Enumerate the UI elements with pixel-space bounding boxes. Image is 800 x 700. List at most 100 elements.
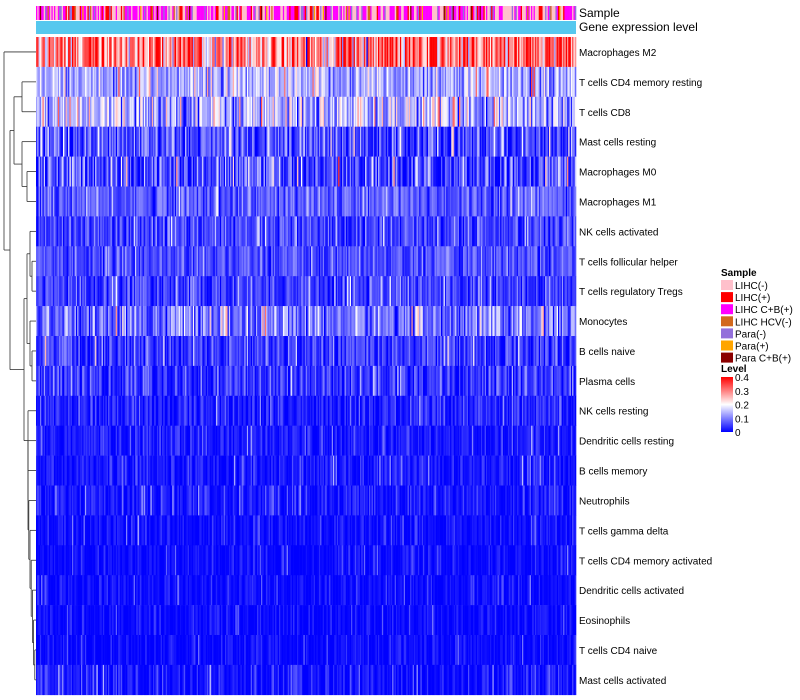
heatmap-cell [250, 186, 253, 217]
sample-cell [104, 6, 106, 20]
heatmap-cell [232, 186, 235, 217]
heatmap-cell [86, 66, 88, 98]
sample-cell [510, 6, 513, 20]
heatmap-cell [378, 66, 380, 98]
heatmap-cell [234, 156, 236, 187]
heatmap-cell [47, 126, 50, 157]
heatmap-cell [192, 186, 195, 217]
heatmap-cell [397, 66, 399, 98]
heatmap-cell [482, 66, 484, 98]
heatmap-cell [279, 126, 281, 157]
heatmap-cell [498, 66, 501, 98]
heatmap-cell [258, 156, 261, 187]
heatmap-cell [570, 37, 573, 68]
heatmap-cell [79, 37, 82, 68]
heatmap-cell [227, 96, 230, 127]
heatmap-cell [70, 186, 73, 217]
heatmap-cell [565, 37, 568, 68]
heatmap-cell [560, 156, 563, 187]
sample-cell [318, 6, 321, 20]
heatmap-cell [329, 156, 331, 187]
heatmap-cell [61, 186, 64, 217]
heatmap-cell [488, 126, 491, 157]
heatmap-cell [437, 66, 439, 98]
sample-cell [365, 6, 367, 20]
heatmap-cell [394, 66, 397, 98]
heatmap-cell [209, 37, 212, 68]
heatmap-cell [101, 66, 104, 98]
sample-cell [52, 6, 55, 20]
heatmap-cell [111, 156, 114, 187]
heatmap-cell [255, 126, 258, 157]
sample-cell [316, 6, 318, 20]
heatmap-cell [127, 96, 129, 127]
heatmap-cell [515, 96, 518, 127]
heatmap-cell [338, 126, 340, 157]
heatmap-cell [546, 37, 549, 68]
heatmap-cell [453, 126, 456, 157]
heatmap-cell [504, 96, 506, 127]
heatmap-cell [572, 126, 574, 157]
heatmap-cell [352, 66, 354, 98]
heatmap-cell [376, 156, 379, 187]
heatmap-cell [270, 66, 272, 98]
heatmap-cell [47, 156, 50, 187]
sample-cell [384, 6, 387, 20]
heatmap-cell [226, 186, 228, 217]
heatmap-cell [300, 126, 303, 157]
heatmap-cell [105, 156, 108, 187]
heatmap-cell [245, 156, 248, 187]
heatmap-cell [70, 37, 73, 68]
heatmap-cell [406, 66, 408, 98]
sample-cell [199, 6, 201, 20]
heatmap-cell [267, 126, 270, 157]
heatmap-cell [406, 126, 408, 157]
heatmap-cell [180, 156, 182, 187]
heatmap-cell [478, 126, 480, 157]
heatmap-cell [223, 37, 226, 68]
sample-cell [498, 6, 501, 20]
heatmap-cell [235, 186, 237, 217]
heatmap-cell [264, 66, 267, 98]
heatmap-cell [66, 66, 69, 98]
heatmap-cell [285, 156, 288, 187]
heatmap-cell [101, 186, 104, 217]
heatmap-cell [567, 37, 569, 68]
heatmap-cell [447, 37, 450, 68]
heatmap-cell [495, 126, 497, 157]
heatmap-cell [420, 66, 423, 98]
heatmap-cell [340, 37, 343, 68]
heatmap-cell [542, 96, 545, 127]
heatmap-cell [77, 66, 79, 98]
heatmap-cell [111, 126, 114, 157]
heatmap-cell [349, 126, 352, 157]
heatmap-cell [423, 126, 425, 157]
heatmap-cell [50, 96, 52, 127]
heatmap-cell [549, 66, 551, 98]
heatmap-cell [555, 96, 558, 127]
heatmap-cell [459, 156, 461, 187]
heatmap-cell [138, 66, 141, 98]
heatmap-cell [38, 66, 41, 98]
heatmap-cell [55, 37, 57, 68]
heatmap-cell [469, 126, 471, 157]
heatmap-cell [343, 96, 345, 127]
heatmap-cell [117, 66, 119, 98]
heatmap-cell [421, 37, 424, 68]
heatmap-cell [318, 37, 321, 68]
heatmap-cell [507, 126, 510, 157]
heatmap-cell [297, 156, 299, 187]
heatmap-cell [140, 156, 142, 187]
heatmap-cell [429, 156, 432, 187]
heatmap-cell [414, 126, 416, 157]
heatmap-cell [217, 186, 219, 217]
heatmap-cell [91, 186, 93, 217]
heatmap-cell [268, 96, 271, 127]
heatmap-cell [330, 126, 333, 157]
heatmap-cell [194, 37, 196, 68]
heatmap-cell [459, 96, 461, 127]
sample-cell [408, 6, 411, 20]
heatmap-cell [90, 126, 92, 157]
sample-cell [369, 6, 371, 20]
heatmap-cell [461, 96, 464, 127]
